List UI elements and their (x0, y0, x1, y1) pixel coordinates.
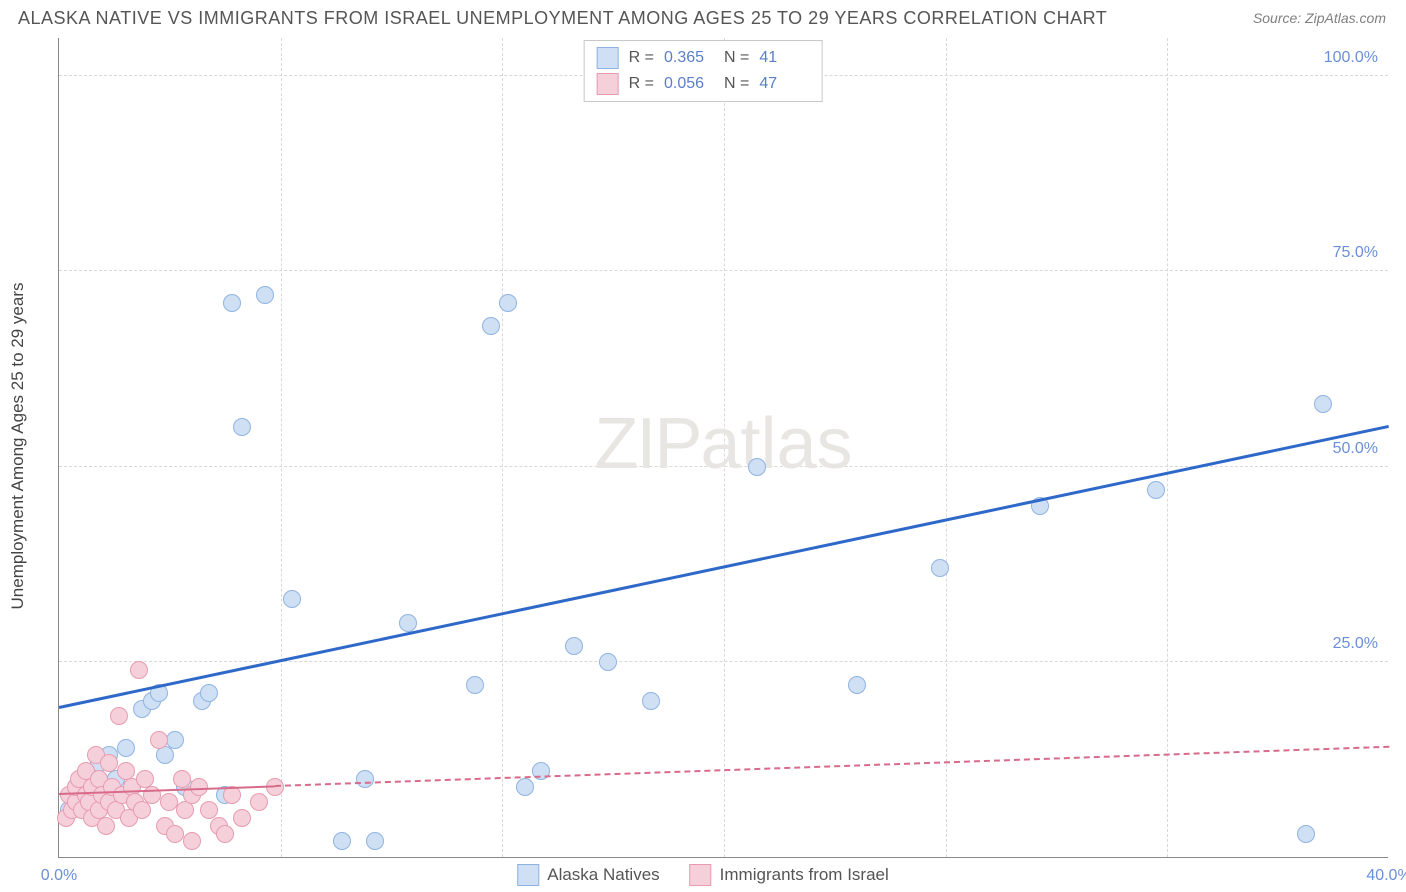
data-point (166, 731, 184, 749)
scatter-plot-area: ZIPatlas 25.0%50.0%75.0%100.0%0.0%40.0% (58, 38, 1388, 858)
legend-item: Immigrants from Israel (690, 864, 889, 886)
source-attribution: Source: ZipAtlas.com (1253, 10, 1386, 26)
data-point (200, 684, 218, 702)
data-point (160, 793, 178, 811)
data-point (1314, 395, 1332, 413)
legend-n-label: N = (724, 49, 749, 67)
legend-r-value: 0.365 (664, 49, 714, 67)
data-point (97, 817, 115, 835)
data-point (599, 653, 617, 671)
gridline-v (281, 38, 282, 857)
legend-n-label: N = (724, 75, 749, 93)
data-point (356, 770, 374, 788)
data-point (150, 731, 168, 749)
legend-item: Alaska Natives (517, 864, 659, 886)
series-legend: Alaska Natives Immigrants from Israel (517, 864, 889, 886)
data-point (642, 692, 660, 710)
legend-swatch (597, 73, 619, 95)
legend-swatch (690, 864, 712, 886)
legend-n-value: 41 (759, 49, 809, 67)
y-axis-label: Unemployment Among Ages 25 to 29 years (8, 283, 28, 610)
data-point (399, 614, 417, 632)
y-tick-label: 25.0% (1333, 635, 1378, 653)
y-tick-label: 100.0% (1324, 49, 1378, 67)
data-point (366, 832, 384, 850)
data-point (250, 793, 268, 811)
legend-n-value: 47 (759, 75, 809, 93)
data-point (482, 317, 500, 335)
data-point (333, 832, 351, 850)
data-point (565, 637, 583, 655)
data-point (176, 801, 194, 819)
legend-stat-row: R = 0.056 N = 47 (597, 71, 810, 97)
data-point (143, 786, 161, 804)
legend-swatch (517, 864, 539, 886)
data-point (156, 746, 174, 764)
data-point (100, 754, 118, 772)
legend-label: Alaska Natives (547, 865, 659, 885)
data-point (931, 559, 949, 577)
data-point (1147, 481, 1165, 499)
legend-label: Immigrants from Israel (720, 865, 889, 885)
chart-title: ALASKA NATIVE VS IMMIGRANTS FROM ISRAEL … (18, 8, 1107, 29)
data-point (117, 739, 135, 757)
x-tick-label: 40.0% (1366, 867, 1406, 885)
data-point (166, 825, 184, 843)
correlation-legend: R = 0.365 N = 41 R = 0.056 N = 47 (584, 40, 823, 102)
data-point (466, 676, 484, 694)
data-point (183, 832, 201, 850)
data-point (848, 676, 866, 694)
data-point (516, 778, 534, 796)
data-point (190, 778, 208, 796)
trend-line (275, 746, 1389, 787)
data-point (233, 418, 251, 436)
legend-r-value: 0.056 (664, 75, 714, 93)
y-tick-label: 75.0% (1333, 244, 1378, 262)
gridline-v (946, 38, 947, 857)
legend-stat-row: R = 0.365 N = 41 (597, 45, 810, 71)
legend-r-label: R = (629, 75, 654, 93)
x-tick-label: 0.0% (41, 867, 77, 885)
gridline-v (502, 38, 503, 857)
data-point (110, 707, 128, 725)
data-point (223, 294, 241, 312)
data-point (233, 809, 251, 827)
legend-swatch (597, 47, 619, 69)
gridline-v (724, 38, 725, 857)
y-tick-label: 50.0% (1333, 440, 1378, 458)
data-point (748, 458, 766, 476)
data-point (283, 590, 301, 608)
data-point (1297, 825, 1315, 843)
data-point (216, 825, 234, 843)
data-point (499, 294, 517, 312)
data-point (133, 801, 151, 819)
data-point (256, 286, 274, 304)
legend-r-label: R = (629, 49, 654, 67)
gridline-v (1167, 38, 1168, 857)
data-point (130, 661, 148, 679)
